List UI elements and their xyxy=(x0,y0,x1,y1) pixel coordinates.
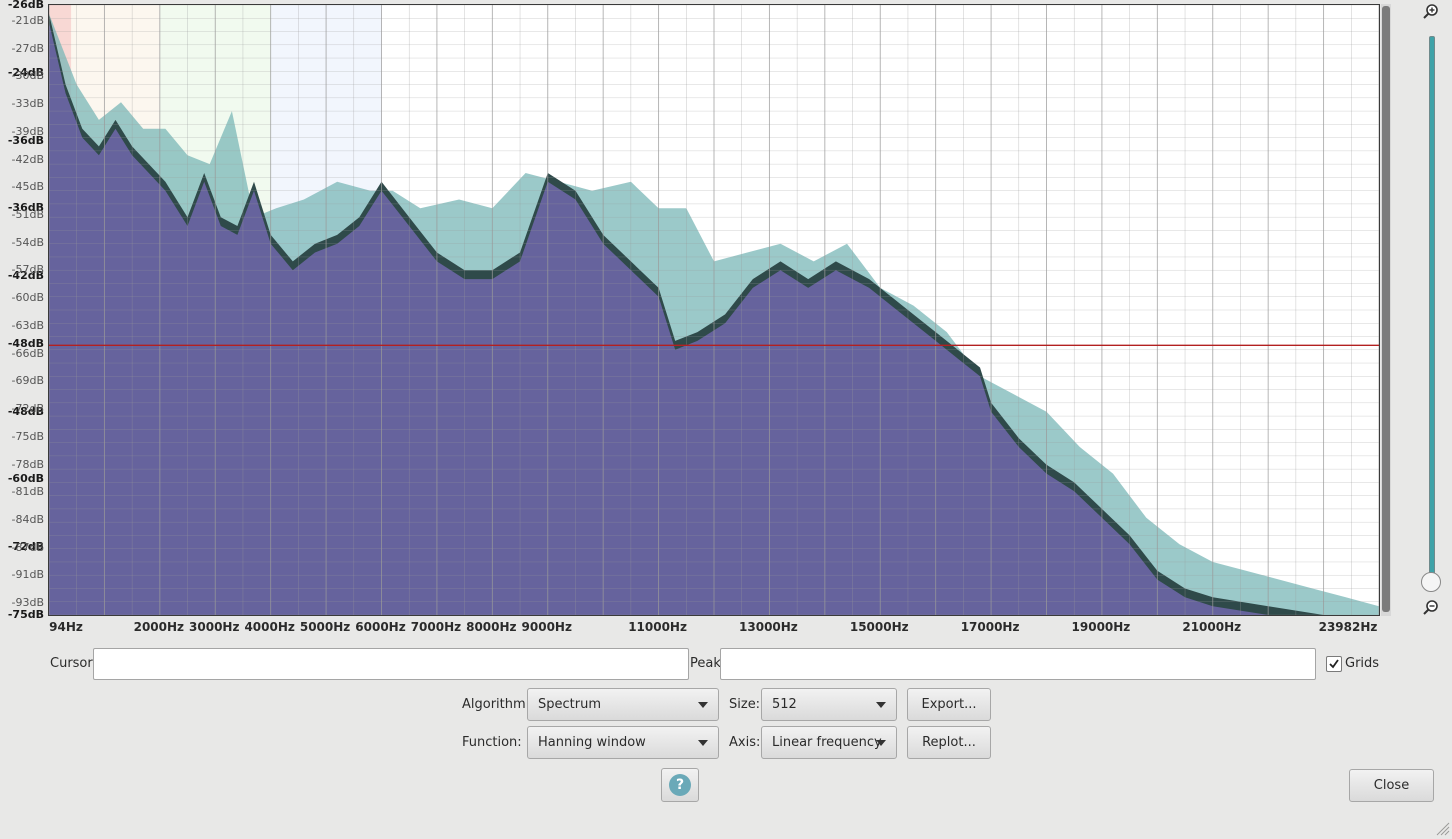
x-tick-label: 6000Hz xyxy=(355,620,406,634)
checkmark-icon xyxy=(1329,659,1339,669)
y-tick-label-minor: -57dB xyxy=(11,263,45,277)
replot-button[interactable]: Replot... xyxy=(907,726,991,759)
y-tick-label-major: -24dB xyxy=(7,65,44,79)
zoom-slider-handle[interactable] xyxy=(1421,572,1441,592)
y-tick-label-major: -36dB xyxy=(7,133,44,147)
y-tick-label-minor: -93dB xyxy=(11,596,45,610)
grids-label: Grids xyxy=(1345,656,1380,671)
y-tick-label-major: -48dB xyxy=(7,336,44,350)
resize-grip-icon[interactable] xyxy=(1434,820,1450,836)
x-tick-label: 8000Hz xyxy=(466,620,517,634)
y-tick-label-minor: -42dB xyxy=(11,152,45,166)
algorithm-label: Algorithm: xyxy=(462,697,531,712)
peak-label: Peak: xyxy=(690,656,726,671)
function-select[interactable]: Hanning window xyxy=(527,726,719,759)
y-tick-label-minor: -87dB xyxy=(11,540,45,554)
zoom-slider-track[interactable] xyxy=(1429,36,1435,578)
algorithm-value: Spectrum xyxy=(538,697,601,712)
y-axis-labels: -26dB -24dB -36dB -36dB -42dB -48dB -48dB -60dB… xyxy=(0,0,46,621)
y-tick-label-minor: -63dB xyxy=(11,318,45,332)
y-tick-label-major: -48dB xyxy=(7,404,44,418)
x-tick-label: 94Hz xyxy=(49,620,83,634)
y-tick-label-major: -26dB xyxy=(7,0,44,11)
y-tick-label-minor: -51dB xyxy=(11,207,45,221)
function-value: Hanning window xyxy=(538,735,646,750)
axis-label: Axis: xyxy=(729,735,761,750)
x-tick-label: 2000Hz xyxy=(133,620,185,634)
y-tick-label-minor: -78dB xyxy=(11,457,45,471)
x-tick-label: 5000Hz xyxy=(299,620,351,634)
zoom-in-icon[interactable] xyxy=(1422,3,1440,21)
chevron-down-icon xyxy=(876,740,886,746)
x-tick-label: 15000Hz xyxy=(849,620,909,634)
y-tick-label-minor: -21dB xyxy=(11,13,45,27)
x-tick-label: 21000Hz xyxy=(1182,620,1242,634)
y-tick-label-minor: -27dB xyxy=(11,41,45,55)
x-tick-label: 4000Hz xyxy=(244,620,295,634)
cursor-label: Cursor: xyxy=(50,656,97,671)
export-button[interactable]: Export... xyxy=(907,688,991,721)
axis-select[interactable]: Linear frequency xyxy=(761,726,897,759)
algorithm-select[interactable]: Spectrum xyxy=(527,688,719,721)
y-tick-label-minor: -60dB xyxy=(11,291,45,305)
x-tick-label: 7000Hz xyxy=(410,620,462,634)
spectrum-plot[interactable] xyxy=(48,4,1380,616)
x-tick-label: 19000Hz xyxy=(1071,620,1131,634)
y-tick-label-minor: -54dB xyxy=(11,235,45,249)
x-tick-label: 11000Hz xyxy=(628,620,687,634)
y-tick-label-major: -42dB xyxy=(7,269,44,283)
chevron-down-icon xyxy=(698,740,708,746)
x-axis-labels: 94Hz 2000Hz 3000Hz 4000Hz 5000Hz 6000Hz 7000Hz… xyxy=(0,620,1400,636)
y-tick-label-minor: -72dB xyxy=(11,402,45,416)
y-tick-label-minor: -91dB xyxy=(11,568,45,582)
size-value: 512 xyxy=(772,697,797,712)
x-tick-label: 9000Hz xyxy=(521,620,572,634)
y-tick-label-minor: -81dB xyxy=(11,485,45,499)
y-tick-label-minor: -30dB xyxy=(11,69,45,83)
size-label: Size: xyxy=(729,697,761,712)
vertical-scrollbar[interactable] xyxy=(1381,4,1391,616)
y-tick-label-major: -75dB xyxy=(7,608,44,621)
y-tick-label-major: -36dB xyxy=(7,201,44,215)
x-tick-label: 3000Hz xyxy=(189,620,240,634)
scrollbar-thumb[interactable] xyxy=(1382,6,1390,612)
y-tick-label-minor: -39dB xyxy=(11,124,45,138)
close-button[interactable]: Close xyxy=(1349,769,1434,802)
x-tick-label: 17000Hz xyxy=(960,620,1020,634)
y-tick-label-major: -72dB xyxy=(7,540,44,554)
grids-checkbox[interactable] xyxy=(1326,656,1342,672)
y-tick-label-minor: -45dB xyxy=(11,180,45,194)
chevron-down-icon xyxy=(876,702,886,708)
help-button[interactable]: ? xyxy=(661,768,699,802)
y-tick-label-minor: -84dB xyxy=(11,512,45,526)
help-icon: ? xyxy=(669,774,691,796)
y-tick-label-minor: -75dB xyxy=(11,429,45,443)
y-tick-label-major: -60dB xyxy=(7,472,44,486)
y-tick-label-minor: -33dB xyxy=(11,97,45,111)
y-tick-label-minor: -66dB xyxy=(11,346,45,360)
chevron-down-icon xyxy=(698,702,708,708)
x-tick-label: 13000Hz xyxy=(739,620,798,634)
cursor-field[interactable] xyxy=(93,648,689,680)
spectrum-chart xyxy=(49,5,1379,615)
function-label: Function: xyxy=(462,735,522,750)
axis-value: Linear frequency xyxy=(772,735,882,750)
y-tick-label-minor: -69dB xyxy=(11,374,45,388)
zoom-out-icon[interactable] xyxy=(1422,599,1440,617)
x-tick-label: 23982Hz xyxy=(1318,620,1378,634)
size-select[interactable]: 512 xyxy=(761,688,897,721)
peak-field[interactable] xyxy=(720,648,1316,680)
